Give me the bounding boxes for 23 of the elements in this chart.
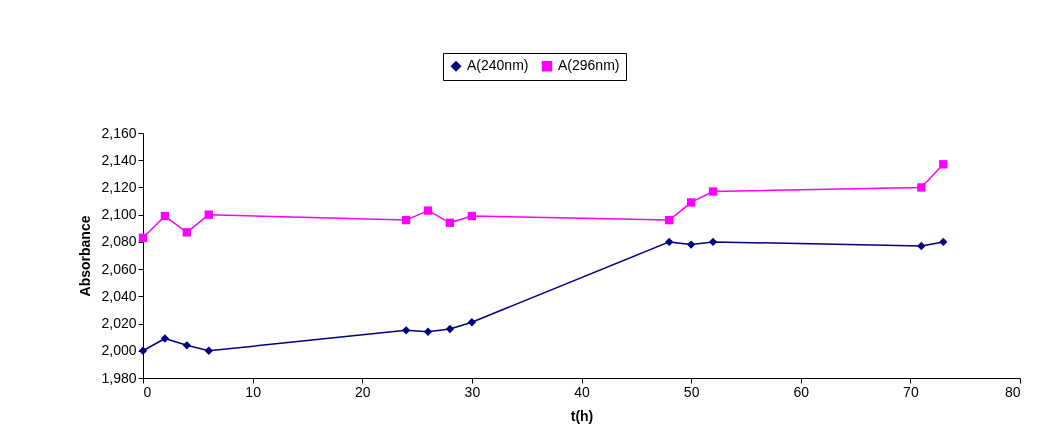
y-tick-label: 2,060: [101, 260, 137, 277]
x-tick-label: 80: [1004, 383, 1021, 400]
y-tick-label: 2,160: [101, 124, 137, 141]
x-tick-label: 10: [245, 383, 262, 400]
y-tick-label: 2,000: [101, 342, 137, 359]
x-tick-label: 30: [464, 383, 481, 400]
legend-label: A(240nm): [467, 57, 529, 74]
y-tick-label: 2,040: [101, 287, 137, 304]
x-tick-label: 70: [903, 383, 919, 400]
y-tick-label: 1,980: [101, 369, 137, 386]
x-tick-label: 60: [793, 383, 810, 400]
y-axis-title: Absorbance: [77, 215, 94, 297]
y-tick-label: 2,080: [101, 233, 137, 250]
legend-label: A(296nm): [558, 57, 620, 74]
y-tick-label: 2,020: [101, 315, 137, 332]
x-axis-title: t(h): [570, 407, 594, 424]
x-tick-label: 0: [143, 383, 152, 400]
y-tick-label: 2,140: [101, 151, 137, 168]
y-tick-label: 2,120: [101, 178, 137, 195]
x-tick-label: 50: [683, 383, 700, 400]
x-tick-label: 40: [574, 383, 590, 400]
y-tick-label: 2,100: [101, 206, 137, 223]
x-tick-label: 20: [354, 383, 371, 400]
